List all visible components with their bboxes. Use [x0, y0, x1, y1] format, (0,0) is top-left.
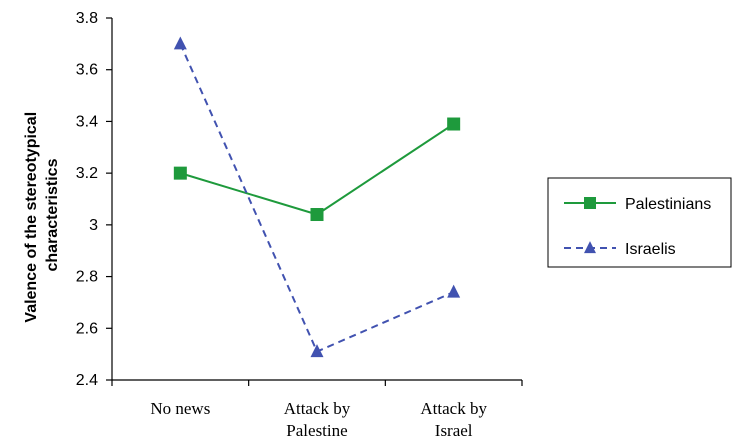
y-axis-ticks: 2.4 2.6 2.8 3 3.2 3.4 3.6 3.8: [76, 10, 112, 389]
legend-box: [547, 177, 732, 268]
y-tick-label: 3.8: [76, 10, 98, 27]
x-category-label-line: Attack by: [284, 399, 351, 418]
x-category-label-line: Israel: [435, 421, 473, 440]
series-layer: [173, 36, 461, 358]
axes: [111, 18, 522, 381]
x-category-label-line: No news: [150, 399, 210, 418]
series-line: [179, 43, 455, 353]
y-tick-label: 2.4: [76, 372, 98, 389]
data-point-square: [447, 117, 461, 131]
y-tick-label: 3.6: [76, 62, 98, 79]
legend-label: Palestinians: [625, 196, 711, 213]
data-point-triangle: [310, 344, 324, 358]
x-axis-ticks: No news Attack by Palestine Attack by Israel: [111, 380, 523, 440]
x-category-label: Attack by Israel: [420, 399, 487, 440]
data-point-square: [173, 166, 187, 180]
data-point-triangle: [173, 36, 187, 50]
data-point-square: [584, 197, 596, 209]
series-israelis: [173, 36, 461, 358]
legend-items: Palestinians Israelis: [564, 196, 711, 258]
legend: Palestinians Israelis: [547, 177, 732, 268]
data-point-triangle: [447, 284, 461, 298]
y-axis-title-line-1: Valence of the stereotypical: [23, 112, 40, 323]
data-point-square: [310, 208, 324, 222]
y-tick-label: 3.2: [76, 165, 98, 182]
x-category-label: Attack by Palestine: [284, 399, 351, 440]
data-point-triangle: [584, 241, 596, 254]
legend-item-israelis: Israelis: [564, 241, 676, 258]
legend-item-palestinians: Palestinians: [564, 196, 711, 213]
y-tick-label: 2.8: [76, 269, 98, 286]
legend-label: Israelis: [625, 241, 676, 258]
x-category-label-line: Palestine: [286, 421, 347, 440]
x-category-label-line: Attack by: [420, 399, 487, 418]
y-tick-label: 3.4: [76, 113, 98, 130]
x-category-label: No news: [150, 399, 210, 418]
series-palestinians: [173, 117, 461, 222]
y-axis-title: Valence of the stereotypical characteris…: [23, 107, 61, 322]
y-axis-title-line-2: characteristics: [44, 158, 61, 271]
y-tick-label: 3: [89, 217, 98, 234]
y-tick-label: 2.6: [76, 320, 98, 337]
